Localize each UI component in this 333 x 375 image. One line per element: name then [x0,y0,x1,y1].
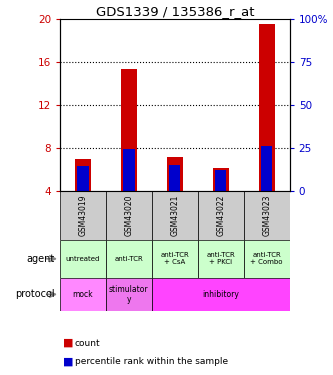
Bar [244,240,290,278]
Bar [106,278,152,311]
Bar [259,24,275,191]
Text: ■: ■ [63,338,74,348]
Bar [198,191,244,240]
Text: anti-TCR
+ CsA: anti-TCR + CsA [161,252,189,265]
Text: GSM43019: GSM43019 [78,195,88,236]
Bar [215,170,226,191]
Text: agent: agent [27,254,55,264]
Bar [169,165,180,191]
Text: count: count [75,339,101,348]
Text: inhibitory: inhibitory [202,290,239,299]
Text: GSM43023: GSM43023 [262,195,271,236]
Bar [167,157,183,191]
Bar [77,166,89,191]
Bar [121,69,137,191]
Bar [60,240,106,278]
Text: protocol: protocol [15,290,55,299]
Text: GSM43022: GSM43022 [216,195,225,236]
Text: anti-TCR
+ Combo: anti-TCR + Combo [250,252,283,265]
Text: mock: mock [73,290,93,299]
Bar [75,159,91,191]
Bar [198,240,244,278]
Text: anti-TCR
+ PKCi: anti-TCR + PKCi [206,252,235,265]
Text: GSM43020: GSM43020 [124,195,134,236]
Title: GDS1339 / 135386_r_at: GDS1339 / 135386_r_at [96,4,254,18]
Text: anti-TCR: anti-TCR [115,256,143,262]
Bar [60,191,106,240]
Bar [106,191,152,240]
Text: GSM43021: GSM43021 [170,195,179,236]
Text: stimulator
y: stimulator y [109,285,149,304]
Bar [152,240,198,278]
Bar [152,278,290,311]
Bar [261,146,272,191]
Bar [213,168,229,191]
Bar [60,278,106,311]
Bar [123,149,135,191]
Text: percentile rank within the sample: percentile rank within the sample [75,357,228,366]
Bar [152,191,198,240]
Bar [106,240,152,278]
Bar [244,191,290,240]
Text: ■: ■ [63,357,74,367]
Text: untreated: untreated [66,256,100,262]
